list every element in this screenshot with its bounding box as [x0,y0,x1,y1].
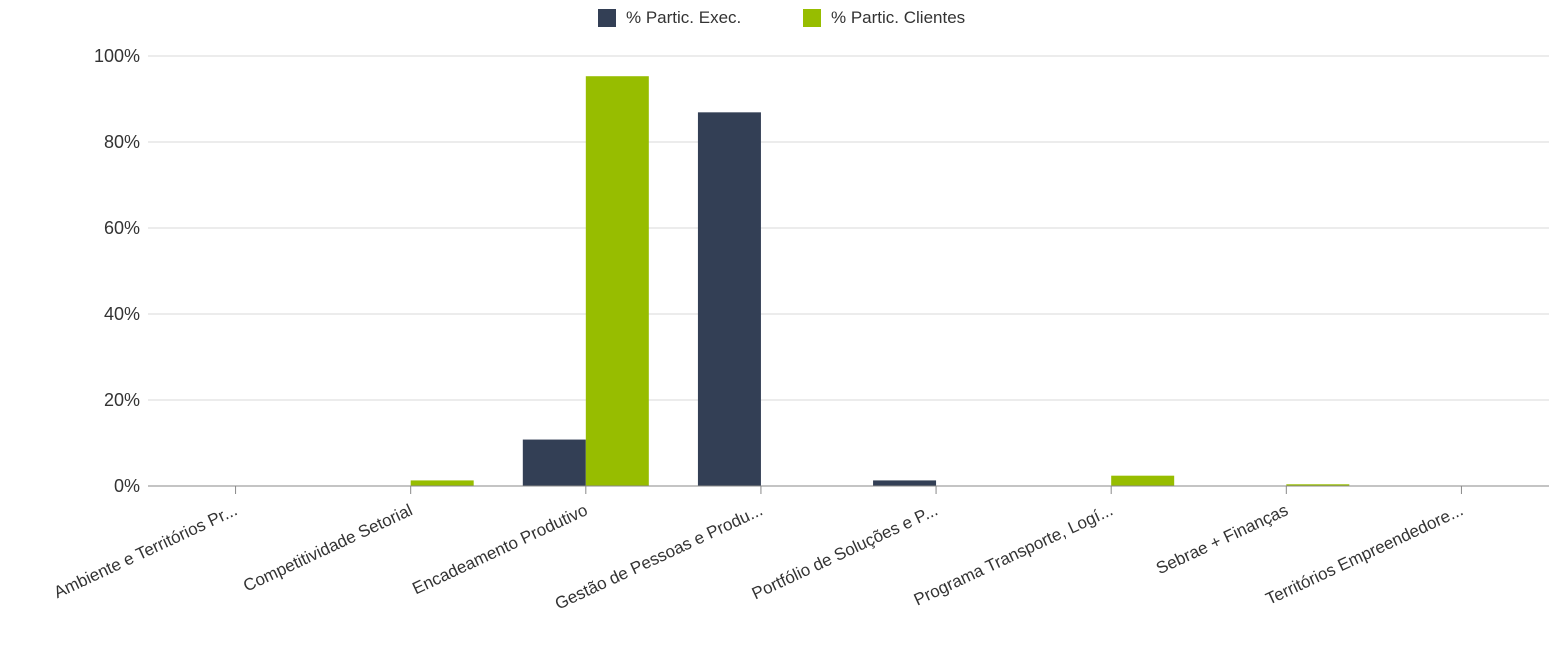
x-tick-label: Territórios Empreendedore... [1263,500,1466,608]
legend-label-clientes: % Partic. Clientes [831,8,966,27]
x-tick-label: Competitividade Setorial [240,500,415,595]
bar-exec [522,439,586,486]
bars [410,76,1350,487]
bar-clientes [585,76,649,487]
y-tick-label: 80% [104,132,140,152]
x-axis [148,485,1549,494]
bar-clientes [1286,484,1350,486]
y-axis-ticks: 0% 20% 40% 60% 80% 100% [94,46,140,496]
bar-exec [873,480,937,486]
y-tick-label: 0% [114,476,140,496]
x-axis-labels: Ambiente e Territórios Pr... Competitivid… [51,500,1466,613]
x-tick-label: Portfólio de Soluções e P... [749,500,941,603]
x-tick-label: Sebrae + Finanças [1153,500,1291,578]
bar-exec [697,112,761,486]
bar-clientes [410,480,474,486]
legend-label-exec: % Partic. Exec. [626,8,742,27]
legend-item-exec[interactable]: % Partic. Exec. [598,8,741,28]
y-tick-label: 40% [104,304,140,324]
legend-swatch-exec [598,9,616,27]
x-tick-label: Programa Transporte, Logí... [911,500,1116,609]
gridlines [148,55,1549,401]
x-tick-label: Ambiente e Territórios Pr... [51,500,240,602]
x-tick-label: Encadeamento Produtivo [409,500,590,598]
y-tick-label: 100% [94,46,140,66]
y-tick-label: 20% [104,390,140,410]
y-tick-label: 60% [104,218,140,238]
legend-item-clientes[interactable]: % Partic. Clientes [803,8,965,28]
legend: % Partic. Exec. % Partic. Clientes [0,8,1564,28]
bar-clientes [1111,475,1175,486]
legend-swatch-clientes [803,9,821,27]
